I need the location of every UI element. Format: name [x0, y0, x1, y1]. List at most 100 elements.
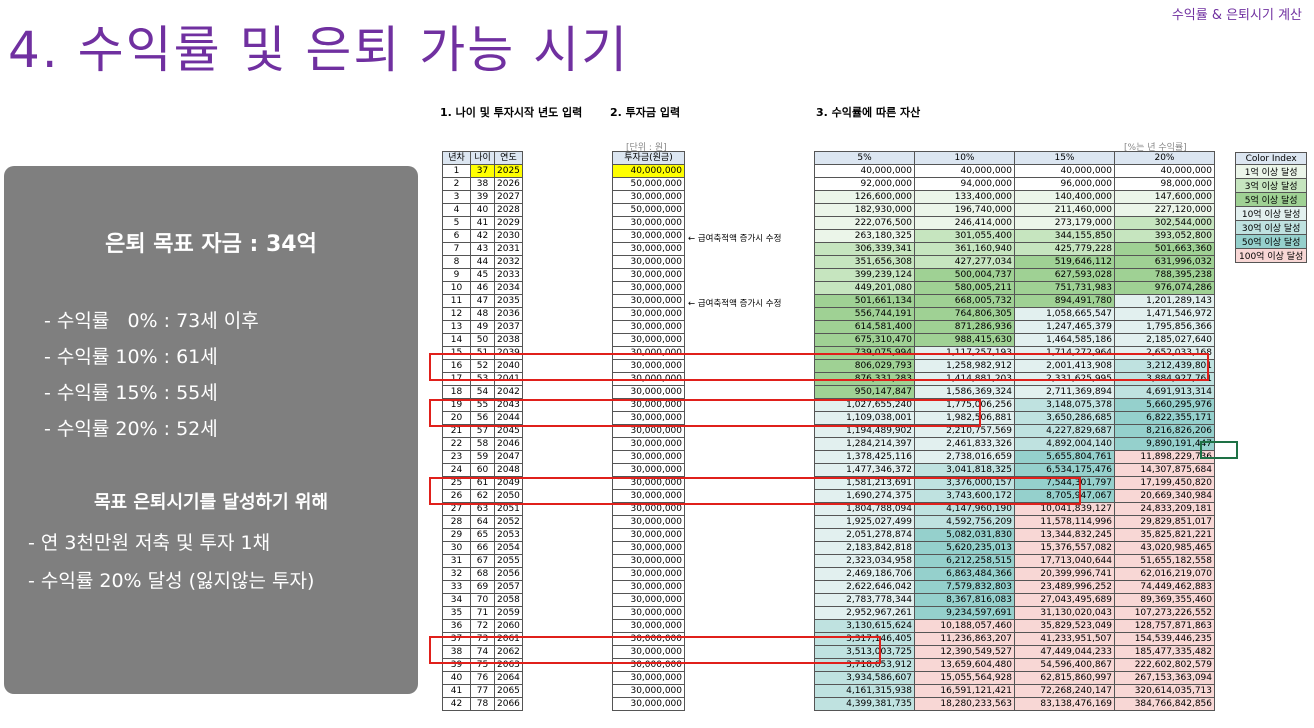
table-cell: 51,655,182,558 [1114, 554, 1215, 568]
table-cell: 2,183,842,818 [814, 541, 915, 555]
table-cell: 556,744,191 [814, 307, 915, 321]
table-cell: 1,795,856,366 [1114, 320, 1215, 334]
table-cell: 62,016,219,070 [1114, 567, 1215, 581]
table-row: 30,000,000 [612, 229, 685, 243]
table-cell: 2034 [494, 281, 523, 295]
table-cell: 31 [442, 554, 471, 568]
table-cell: 40 [470, 203, 495, 217]
col-header: 연도 [494, 151, 523, 165]
table-cell: 5 [442, 216, 471, 230]
table-cell: 54,596,400,867 [1014, 658, 1115, 672]
table-cell: 976,074,286 [1114, 281, 1215, 295]
table-cell: 89,369,355,460 [1114, 593, 1215, 607]
table-row: 501,661,134 668,005,732 894,491,780 1,201,2… [814, 294, 1215, 308]
table-cell: 1,058,665,547 [1014, 307, 1115, 321]
table-cell: 1,247,465,379 [1014, 320, 1115, 334]
table-cell: 2057 [494, 580, 523, 594]
table-cell: 10 [442, 281, 471, 295]
table-cell: 45 [470, 268, 495, 282]
action-line: - 수익률 20% 달성 (잃지않는 투자) [28, 570, 315, 592]
table-cell: 126,600,000 [814, 190, 915, 204]
table-cell: 8 [442, 255, 471, 269]
table-cell: 96,000,000 [1014, 177, 1115, 191]
table-row: 449,201,080 580,005,211 751,731,983 976,074… [814, 281, 1215, 295]
highlight-box [429, 353, 1209, 381]
table-cell: 30 [442, 541, 471, 555]
table-cell: 11,578,114,996 [1014, 515, 1115, 529]
table-cell: 40,000,000 [814, 164, 915, 178]
table-row: 675,310,470 988,415,630 1,464,585,186 2,185… [814, 333, 1215, 347]
table-cell: 35,829,523,049 [1014, 619, 1115, 633]
col-header: 년차 [442, 151, 471, 165]
table-cell: 2062 [494, 645, 523, 659]
table-cell: 1,194,489,902 [814, 424, 915, 438]
table-cell: 1,586,369,324 [914, 385, 1015, 399]
table-cell: 267,153,363,094 [1114, 671, 1215, 685]
table-cell: 344,155,850 [1014, 229, 1115, 243]
table-cell: 15,376,557,082 [1014, 541, 1115, 555]
table-cell: 950,147,847 [814, 385, 915, 399]
table-cell: 7 [442, 242, 471, 256]
table-cell: 35,825,821,221 [1114, 528, 1215, 542]
table-cell: 2036 [494, 307, 523, 321]
table-row: 50,000,000 [612, 177, 685, 191]
col-header: 10% [914, 151, 1015, 165]
table-cell: 59 [470, 450, 495, 464]
table-cell: 14,307,875,684 [1114, 463, 1215, 477]
table-cell: 1,477,346,372 [814, 463, 915, 477]
table-cell: 2,461,833,326 [914, 437, 1015, 451]
table-row: 30,000,000 [612, 541, 685, 555]
rate-line: - 수익률 0% : 73세 이후 [44, 310, 259, 332]
table-cell: 40,000,000 [612, 164, 685, 178]
table-cell: 320,614,035,713 [1114, 684, 1215, 698]
table-row: 42 78 2066 [442, 697, 523, 711]
table-row: 22 58 2046 [442, 437, 523, 451]
table-row: 31 67 2055 [442, 554, 523, 568]
table-cell: 246,414,000 [914, 216, 1015, 230]
table-cell: 5,660,295,976 [1114, 398, 1215, 412]
table-cell: 2056 [494, 567, 523, 581]
page-title: 4. 수익률 및 은퇴 가능 시기 [8, 21, 630, 79]
table-cell: 675,310,470 [814, 333, 915, 347]
table-cell: 6,212,258,515 [914, 554, 1015, 568]
table-cell: 1 [442, 164, 471, 178]
table-cell: 2065 [494, 684, 523, 698]
table-cell: 5,620,235,013 [914, 541, 1015, 555]
table-cell: 58 [470, 437, 495, 451]
salary-note: ← 급여축적액 증가시 수정 [688, 234, 782, 244]
investment-table: 투자금(원금) 40,000,000 50,000,000 30,000,000 50… [612, 151, 685, 711]
table-cell: 30,000,000 [612, 450, 685, 464]
table-row: 30,000,000 [612, 294, 685, 308]
table-cell: 67 [470, 554, 495, 568]
table-row: 3,934,586,607 15,055,564,928 62,815,860,99… [814, 671, 1215, 685]
table-row: 30,000,000 [612, 554, 685, 568]
table-row: 30,000,000 [612, 190, 685, 204]
table-row: 8 44 2032 [442, 255, 523, 269]
table-row: 30,000,000 [612, 697, 685, 711]
table-cell: 30,000,000 [612, 463, 685, 477]
table-row: 3 39 2027 [442, 190, 523, 204]
table-cell: 30,000,000 [612, 697, 685, 711]
table-cell: 894,491,780 [1014, 294, 1115, 308]
table-cell: 47 [470, 294, 495, 308]
table-row: 10 46 2034 [442, 281, 523, 295]
table-cell: 501,661,134 [814, 294, 915, 308]
table-cell: 427,277,034 [914, 255, 1015, 269]
table-cell: 43 [470, 242, 495, 256]
table-cell: 227,120,000 [1114, 203, 1215, 217]
selected-cell[interactable] [1200, 441, 1238, 459]
table-cell: 31,130,020,043 [1014, 606, 1115, 620]
legend-item: 3억 이상 달성 [1234, 178, 1308, 193]
table-row: 38 74 2062 [442, 645, 523, 659]
table-row: 37 73 2061 [442, 632, 523, 646]
table-cell: 30,000,000 [612, 671, 685, 685]
table-cell: 38 [470, 177, 495, 191]
table-cell: 2047 [494, 450, 523, 464]
table-cell: 50,000,000 [612, 177, 685, 191]
table-row: 2,051,278,874 5,082,031,830 13,344,832,245… [814, 528, 1215, 542]
table-cell: 6,534,175,476 [1014, 463, 1115, 477]
table-row: 16 52 2040 [442, 359, 523, 373]
table-cell: 30,000,000 [612, 580, 685, 594]
table-cell: 133,400,000 [914, 190, 1015, 204]
table-cell: 30,000,000 [612, 554, 685, 568]
